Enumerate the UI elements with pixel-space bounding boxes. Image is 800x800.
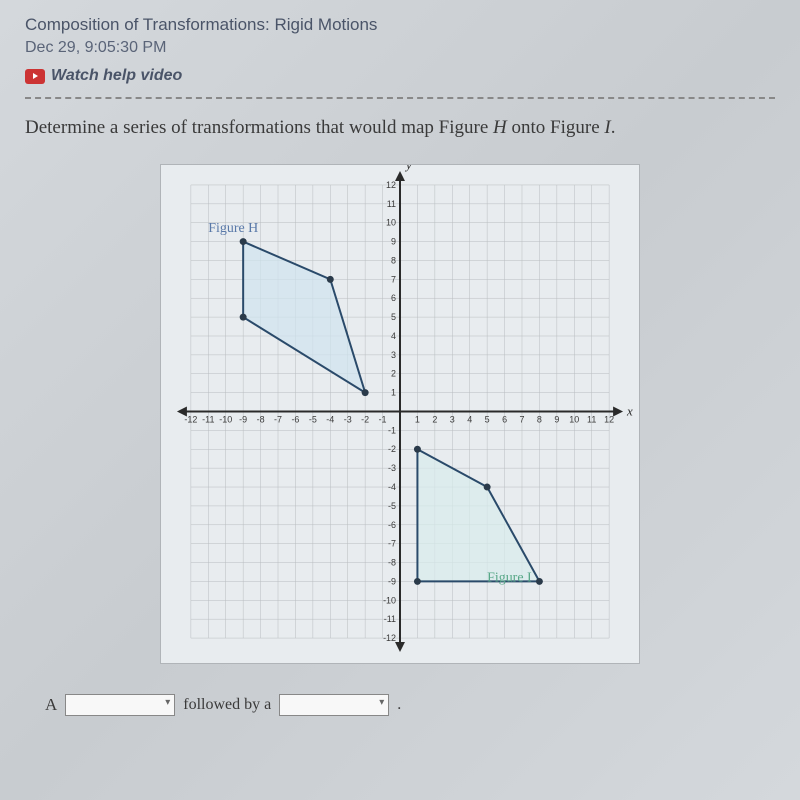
svg-text:-3: -3 (388, 463, 396, 473)
question-var1: H (493, 117, 507, 138)
svg-text:Figure I: Figure I (487, 570, 532, 585)
video-icon (25, 69, 45, 84)
svg-text:-3: -3 (344, 414, 352, 424)
svg-text:-5: -5 (309, 414, 317, 424)
svg-text:x: x (626, 403, 633, 418)
svg-text:-1: -1 (388, 425, 396, 435)
svg-text:6: 6 (391, 293, 396, 303)
svg-text:4: 4 (467, 414, 472, 424)
svg-text:1: 1 (391, 388, 396, 398)
svg-text:5: 5 (391, 312, 396, 322)
svg-text:-8: -8 (388, 558, 396, 568)
svg-text:2: 2 (391, 369, 396, 379)
question-text: Determine a series of transformations th… (25, 117, 775, 139)
watch-video-text: Watch help video (51, 67, 182, 85)
svg-text:11: 11 (387, 199, 396, 209)
svg-text:-9: -9 (239, 414, 247, 424)
svg-text:-8: -8 (257, 414, 265, 424)
svg-text:2: 2 (432, 414, 437, 424)
dropdown-2[interactable] (279, 694, 389, 716)
svg-text:-4: -4 (326, 414, 334, 424)
svg-text:4: 4 (391, 331, 396, 341)
dropdown-1[interactable] (65, 694, 175, 716)
svg-text:-12: -12 (383, 633, 396, 643)
svg-text:-1: -1 (379, 414, 387, 424)
svg-text:9: 9 (391, 237, 396, 247)
svg-text:-6: -6 (291, 414, 299, 424)
divider (25, 97, 775, 99)
question-middle: onto Figure (507, 117, 605, 138)
svg-text:-10: -10 (383, 595, 396, 605)
timestamp: Dec 29, 9:05:30 PM (25, 39, 775, 57)
svg-text:-5: -5 (388, 501, 396, 511)
coordinate-graph: -12-11-10-9-8-7-6-5-4-3-2-11234567891011… (160, 164, 640, 664)
svg-text:12: 12 (604, 414, 614, 424)
svg-text:-4: -4 (388, 482, 396, 492)
graph-container: -12-11-10-9-8-7-6-5-4-3-2-11234567891011… (25, 164, 775, 664)
followed-by-text: followed by a (183, 696, 271, 714)
svg-text:-6: -6 (388, 520, 396, 530)
svg-text:-7: -7 (274, 414, 282, 424)
question-suffix: . (611, 117, 616, 138)
svg-text:11: 11 (587, 414, 596, 424)
svg-text:Figure H: Figure H (208, 221, 258, 236)
svg-text:y: y (404, 164, 412, 172)
svg-text:3: 3 (391, 350, 396, 360)
answer-letter: A (45, 695, 57, 715)
svg-text:7: 7 (391, 274, 396, 284)
svg-text:-11: -11 (202, 414, 214, 424)
page-title: Composition of Transformations: Rigid Mo… (25, 15, 775, 35)
svg-text:-7: -7 (388, 539, 396, 549)
svg-text:1: 1 (415, 414, 420, 424)
svg-text:10: 10 (569, 414, 579, 424)
svg-text:-11: -11 (384, 614, 396, 624)
svg-text:3: 3 (450, 414, 455, 424)
svg-text:8: 8 (537, 414, 542, 424)
svg-text:-9: -9 (388, 576, 396, 586)
svg-text:-10: -10 (219, 414, 232, 424)
svg-text:-2: -2 (388, 444, 396, 454)
svg-text:10: 10 (386, 218, 396, 228)
svg-text:9: 9 (554, 414, 559, 424)
period: . (397, 696, 401, 714)
svg-text:6: 6 (502, 414, 507, 424)
svg-text:12: 12 (386, 180, 396, 190)
answer-section: A followed by a . (25, 694, 775, 716)
svg-text:8: 8 (391, 255, 396, 265)
svg-text:5: 5 (485, 414, 490, 424)
header: Composition of Transformations: Rigid Mo… (25, 15, 775, 85)
svg-text:-2: -2 (361, 414, 369, 424)
watch-video-link[interactable]: Watch help video (25, 67, 775, 85)
svg-text:7: 7 (519, 414, 524, 424)
svg-text:-12: -12 (184, 414, 197, 424)
question-prefix: Determine a series of transformations th… (25, 117, 493, 138)
